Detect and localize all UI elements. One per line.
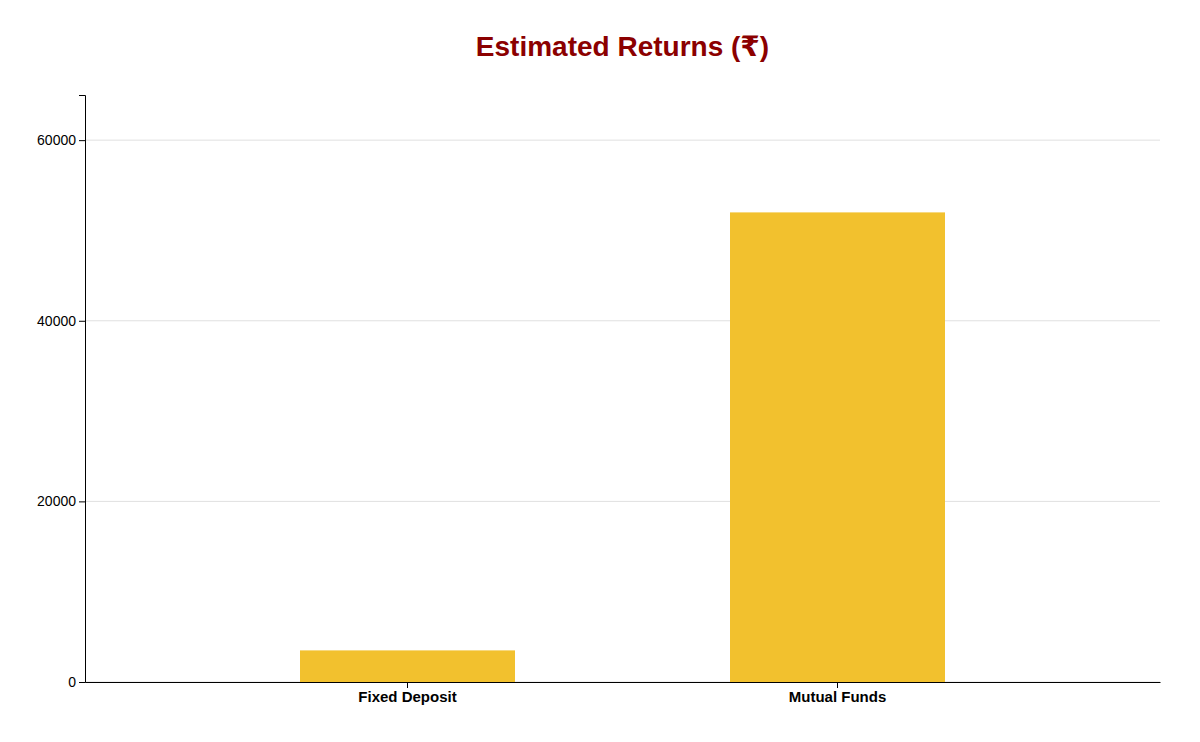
x-tick-label: Fixed Deposit xyxy=(358,688,456,705)
chart-svg: 0 20000 40000 60000 Fixed Deposit Mutual Fund… xyxy=(0,0,1200,742)
x-axis-line xyxy=(86,682,1161,683)
chart-container: 0 20000 40000 60000 Fixed Deposit Mutual Fund… xyxy=(0,0,1200,742)
grid-line xyxy=(85,140,1160,141)
grid xyxy=(85,140,1160,682)
grid-line xyxy=(85,320,1160,321)
x-tick: Fixed Deposit xyxy=(358,682,456,705)
y-tick: 60000 xyxy=(37,132,85,148)
y-axis-line xyxy=(79,96,86,683)
bars xyxy=(300,212,945,682)
y-tick-label: 40000 xyxy=(37,313,76,329)
plot: 0 20000 40000 60000 Fixed Deposit Mutual Fund… xyxy=(37,96,1160,705)
x-axis: Fixed Deposit Mutual Funds xyxy=(86,682,1161,705)
y-axis: 0 20000 40000 60000 xyxy=(37,96,85,690)
y-tick: 20000 xyxy=(37,493,85,509)
y-tick-mark xyxy=(79,140,85,141)
y-tick-label: 60000 xyxy=(37,132,76,148)
y-tick-mark xyxy=(79,321,85,322)
title: Estimated Returns (₹) xyxy=(476,31,769,62)
y-tick: 0 xyxy=(68,674,85,690)
bar xyxy=(300,650,515,682)
y-tick-mark xyxy=(79,501,85,502)
bar xyxy=(730,212,945,682)
y-tick: 40000 xyxy=(37,313,85,329)
y-tick-mark xyxy=(79,682,85,683)
y-tick-label: 20000 xyxy=(37,493,76,509)
grid-line xyxy=(85,501,1160,502)
grid-line xyxy=(85,682,1160,683)
x-tick-label: Mutual Funds xyxy=(789,688,887,705)
y-tick-label: 0 xyxy=(68,674,76,690)
x-tick: Mutual Funds xyxy=(789,682,887,705)
